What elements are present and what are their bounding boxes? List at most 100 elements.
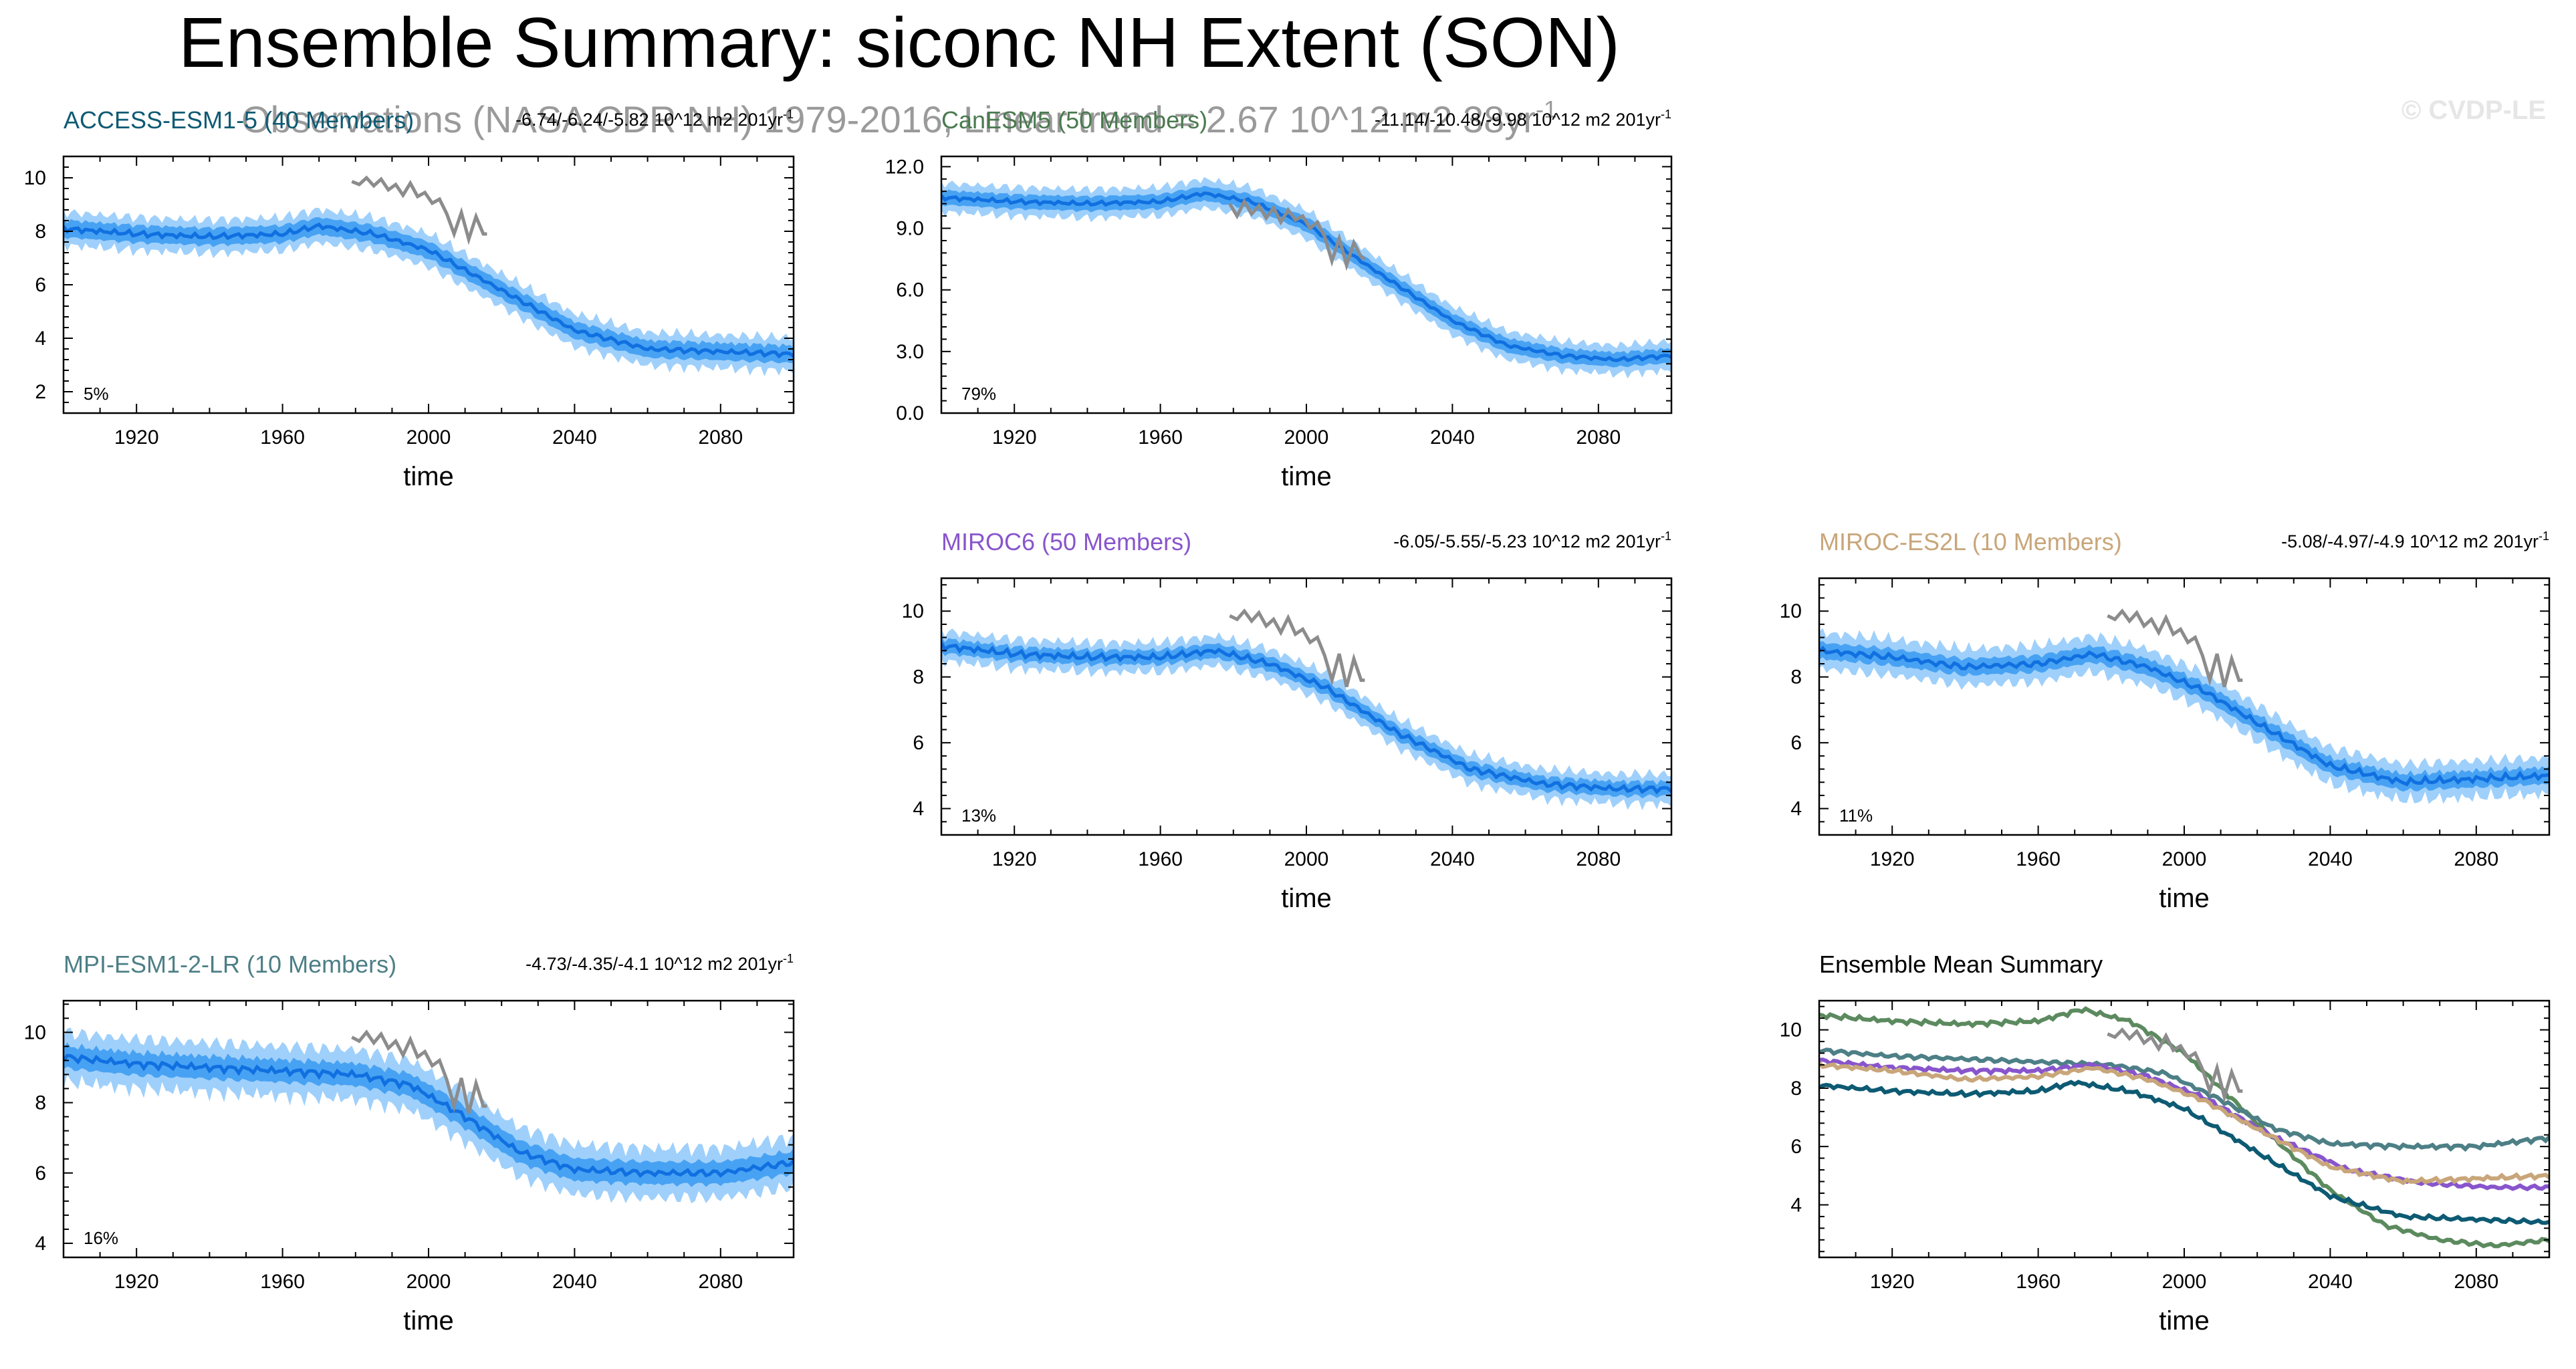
y-tick-label: 8 bbox=[35, 221, 46, 243]
ensemble-mean-line bbox=[64, 222, 794, 359]
observations-line bbox=[351, 175, 487, 245]
series-line-canesm5 bbox=[1819, 1006, 2549, 1249]
x-tick-label: 1960 bbox=[1138, 426, 1183, 449]
trend-label-superscript: -1 bbox=[1661, 108, 1671, 121]
panel-title: MIROC-ES2L (10 Members) bbox=[1819, 528, 2122, 555]
series-line-miroc6 bbox=[1819, 1057, 2549, 1192]
trend-label-text: -6.74/-6.24/-5.82 10^12 m2 201yr bbox=[515, 110, 783, 130]
x-tick-label: 2080 bbox=[2454, 1271, 2498, 1293]
panel-title: MIROC6 (50 Members) bbox=[941, 528, 1191, 555]
y-tick-label: 3.0 bbox=[896, 341, 924, 363]
x-tick-label: 1960 bbox=[2016, 1271, 2061, 1293]
spread-band-inner bbox=[64, 217, 794, 364]
panel-title: ACCESS-ESM1-5 (40 Members) bbox=[64, 106, 414, 134]
x-tick-label: 2080 bbox=[1576, 426, 1621, 449]
panel-title: MPI-ESM1-2-LR (10 Members) bbox=[64, 951, 396, 978]
plot-frame bbox=[62, 999, 795, 1259]
x-axis-label: time bbox=[1281, 462, 1332, 491]
x-tick-label: 1960 bbox=[2016, 848, 2061, 870]
x-tick-label: 2000 bbox=[406, 426, 451, 449]
plot-area bbox=[64, 1027, 794, 1204]
y-tick-label: 2 bbox=[35, 381, 46, 403]
x-tick-label: 1960 bbox=[260, 426, 305, 449]
trend-label-superscript: -1 bbox=[2539, 529, 2549, 543]
panel-miroc6: MIROC6 (50 Members) -6.05/-5.55/-5.23 10^… bbox=[902, 528, 1673, 913]
trend-label: -6.74/-6.24/-5.82 10^12 m2 201yr-1 bbox=[515, 108, 794, 130]
y-tick-label: 10 bbox=[902, 600, 924, 622]
x-tick-label: 2000 bbox=[2162, 1271, 2207, 1293]
x-tick-label: 2040 bbox=[552, 426, 597, 449]
y-tick-label: 4 bbox=[35, 1233, 46, 1255]
x-tick-label: 1920 bbox=[992, 848, 1037, 870]
observations-line bbox=[2107, 608, 2243, 688]
plot-frame bbox=[1818, 577, 2551, 836]
y-tick-label: 4 bbox=[913, 798, 924, 820]
x-axis-label: time bbox=[403, 462, 454, 491]
series-line-access-esm1-5 bbox=[1819, 1080, 2549, 1225]
x-tick-label: 2040 bbox=[552, 1271, 597, 1293]
figure-subtitle: Observations (NASA CDR NH) 1979-2016, Li… bbox=[241, 96, 1557, 140]
x-tick-label: 1920 bbox=[114, 1271, 159, 1293]
x-axis-label: time bbox=[2159, 884, 2210, 913]
percent-label: 16% bbox=[84, 1228, 118, 1248]
figure-title: Ensemble Summary: siconc NH Extent (SON) bbox=[179, 3, 1620, 82]
trend-label-text: -11.14/-10.48/-9.98 10^12 m2 201yr bbox=[1375, 110, 1661, 130]
ensemble-mean-line bbox=[1819, 646, 2549, 787]
cvdp-watermark: © CVDP-LE bbox=[2402, 96, 2546, 125]
x-tick-label: 1920 bbox=[992, 426, 1037, 449]
x-tick-label: 1960 bbox=[1138, 848, 1183, 870]
trend-label-text: -6.05/-5.55/-5.23 10^12 m2 201yr bbox=[1393, 531, 1661, 551]
x-tick-label: 2000 bbox=[1284, 426, 1329, 449]
x-tick-label: 2000 bbox=[1284, 848, 1329, 870]
x-tick-label: 2080 bbox=[2454, 848, 2498, 870]
panel-title: Ensemble Mean Summary bbox=[1819, 951, 2103, 978]
y-tick-label: 9.0 bbox=[896, 218, 924, 240]
trend-label-superscript: -1 bbox=[1661, 529, 1671, 543]
y-tick-label: 6 bbox=[35, 1162, 46, 1185]
y-tick-label: 10 bbox=[24, 167, 46, 189]
percent-label: 5% bbox=[84, 384, 109, 404]
trend-label-text: -5.08/-4.97/-4.9 10^12 m2 201yr bbox=[2281, 531, 2539, 551]
plot-area bbox=[1819, 1006, 2549, 1249]
y-tick-label: 10 bbox=[1780, 1019, 1802, 1041]
observations-line bbox=[2107, 1027, 2243, 1104]
y-tick-label: 8 bbox=[1790, 1078, 1802, 1100]
spread-band-outer bbox=[941, 176, 1671, 379]
plot-area bbox=[1819, 608, 2549, 804]
trend-label: -5.08/-4.97/-4.9 10^12 m2 201yr-1 bbox=[2281, 529, 2549, 551]
trend-label: -11.14/-10.48/-9.98 10^12 m2 201yr-1 bbox=[1375, 108, 1671, 130]
trend-label: -6.05/-5.55/-5.23 10^12 m2 201yr-1 bbox=[1393, 529, 1671, 551]
percent-label: 11% bbox=[1839, 805, 1873, 826]
y-tick-label: 4 bbox=[1790, 1194, 1802, 1216]
panel-access-esm1-5: ACCESS-ESM1-5 (40 Members) -6.74/-6.24/-5… bbox=[24, 106, 795, 491]
x-tick-label: 2080 bbox=[1576, 848, 1621, 870]
panel-mpi-esm1-2-lr: MPI-ESM1-2-LR (10 Members) -4.73/-4.35/-4… bbox=[24, 951, 795, 1336]
x-tick-label: 2000 bbox=[2162, 848, 2207, 870]
observations-line bbox=[1229, 608, 1365, 688]
ensemble-mean-line bbox=[941, 642, 1671, 795]
panel-ensemble-mean-summary: Ensemble Mean Summary 1920 1960 2000 2040 208… bbox=[1780, 951, 2551, 1336]
observations-line bbox=[1228, 198, 1366, 271]
x-axis-label: time bbox=[403, 1306, 454, 1336]
y-tick-label: 10 bbox=[1780, 600, 1802, 622]
y-tick-label: 6 bbox=[1790, 1136, 1802, 1158]
y-tick-label: 12.0 bbox=[885, 156, 924, 178]
x-axis-label: time bbox=[1281, 884, 1332, 913]
trend-label-superscript: -1 bbox=[783, 108, 794, 121]
plot-area bbox=[941, 608, 1671, 811]
x-tick-label: 1920 bbox=[1870, 848, 1915, 870]
series-line-miroc-es2l bbox=[1819, 1061, 2549, 1186]
panel-canesm5: CanESM5 (50 Members) -11.14/-10.48/-9.98 … bbox=[885, 106, 1673, 491]
figure-subtitle-superscript: -1 bbox=[1536, 96, 1557, 123]
panel-title: CanESM5 (50 Members) bbox=[941, 106, 1207, 134]
ensemble-mean-line bbox=[64, 1053, 794, 1178]
x-tick-label: 2040 bbox=[1430, 426, 1475, 449]
x-tick-label: 1920 bbox=[114, 426, 159, 449]
series-line-mpi-esm1-2-lr bbox=[1819, 1047, 2549, 1152]
percent-label: 79% bbox=[961, 384, 996, 404]
spread-band-inner bbox=[64, 1042, 794, 1187]
spread-band-inner bbox=[941, 636, 1671, 799]
y-tick-label: 6 bbox=[913, 732, 924, 754]
x-tick-label: 2000 bbox=[406, 1271, 451, 1293]
